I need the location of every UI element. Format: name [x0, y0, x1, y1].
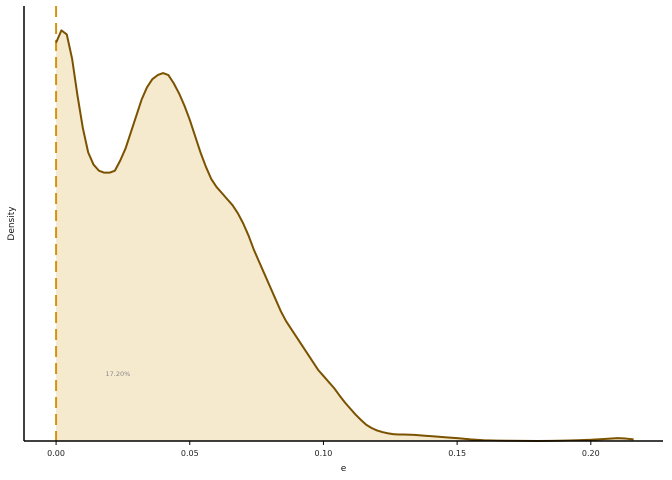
y-axis-title: Density — [7, 206, 17, 241]
x-tick-label: 0.20 — [582, 449, 600, 458]
x-axis-ticks: 0.00 0.05 0.10 0.15 0.20 — [47, 441, 600, 458]
x-tick-label: 0.05 — [181, 449, 199, 458]
x-tick-label: 0.15 — [448, 449, 466, 458]
density-area — [56, 30, 634, 441]
percentage-annotation: 17.20% — [106, 370, 131, 378]
x-axis-title: e — [341, 464, 347, 474]
plot-area: 17.20% — [55, 6, 634, 442]
x-tick-label: 0.10 — [315, 449, 333, 458]
x-tick-label: 0.00 — [47, 449, 65, 458]
density-curve — [55, 29, 634, 442]
